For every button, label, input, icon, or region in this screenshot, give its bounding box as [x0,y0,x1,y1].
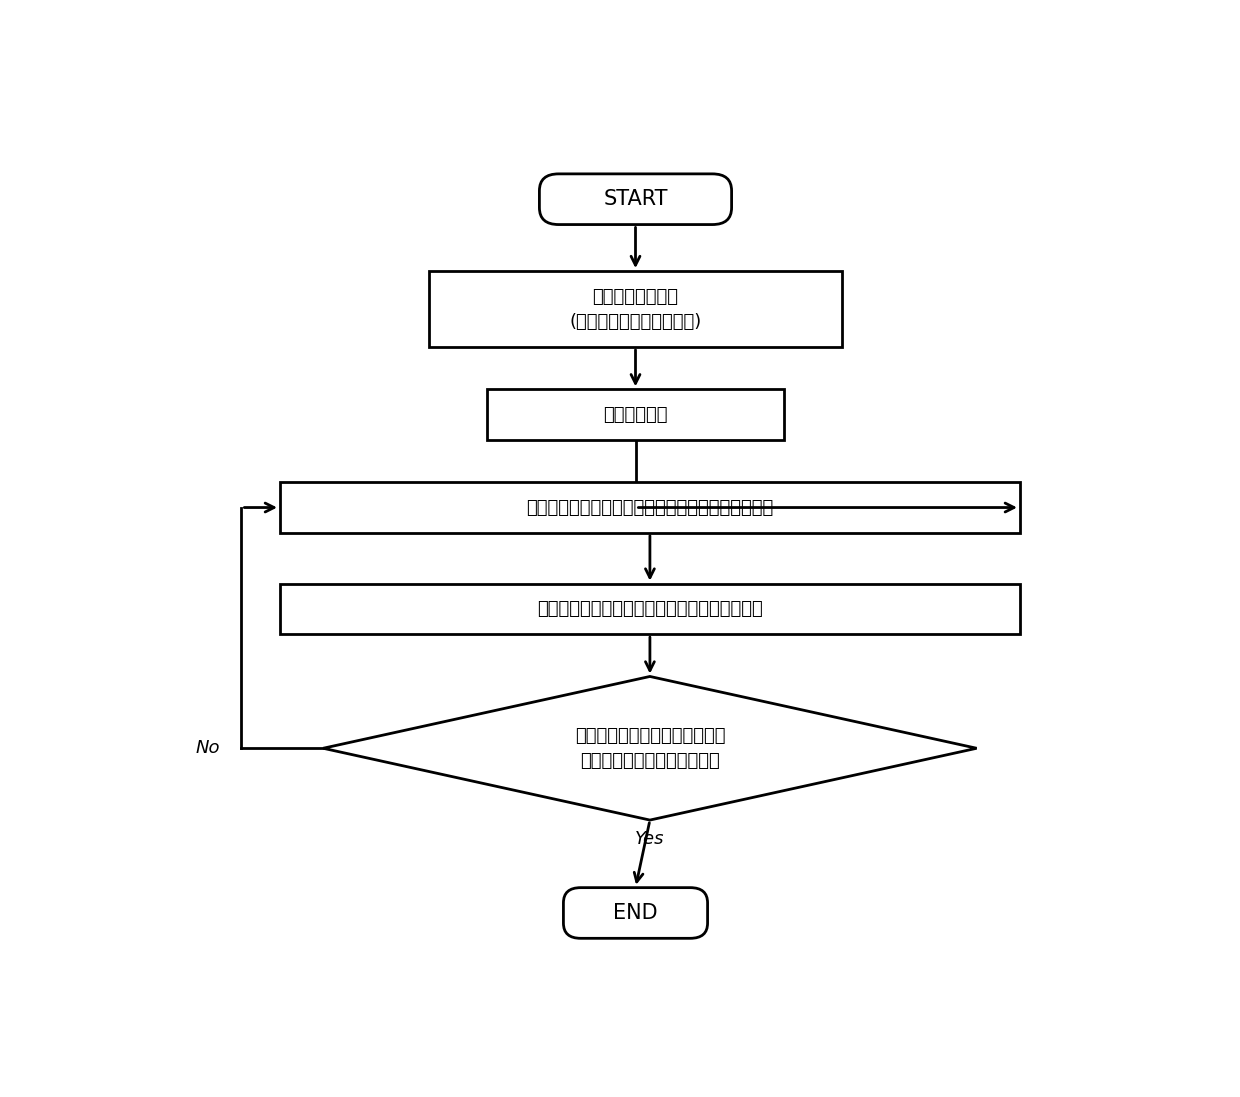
Polygon shape [324,677,977,821]
FancyBboxPatch shape [563,887,708,938]
Text: 判断实际车辆检测信号与理想转
向模型信号间的误差是否为零: 判断实际车辆检测信号与理想转 向模型信号间的误差是否为零 [574,727,725,770]
Text: No: No [196,739,221,757]
FancyBboxPatch shape [539,174,732,225]
Text: 驾驶员的转向输入
(驾驶员转动方向盘的角度): 驾驶员的转向输入 (驾驶员转动方向盘的角度) [569,287,702,330]
Bar [486,389,785,440]
Bar [429,271,842,347]
Text: 计算实际车辆检测信号与理想转向模型信号间的误差: 计算实际车辆检测信号与理想转向模型信号间的误差 [526,498,774,517]
Text: END: END [614,903,657,923]
Text: Yes: Yes [635,829,665,848]
Bar [280,483,1021,533]
Text: START: START [603,189,668,210]
Bar [280,584,1021,634]
Text: 理想转向模型: 理想转向模型 [603,406,668,423]
Text: 基于自适应控制理论的全车轮主动转向控制算法: 基于自适应控制理论的全车轮主动转向控制算法 [537,600,763,618]
